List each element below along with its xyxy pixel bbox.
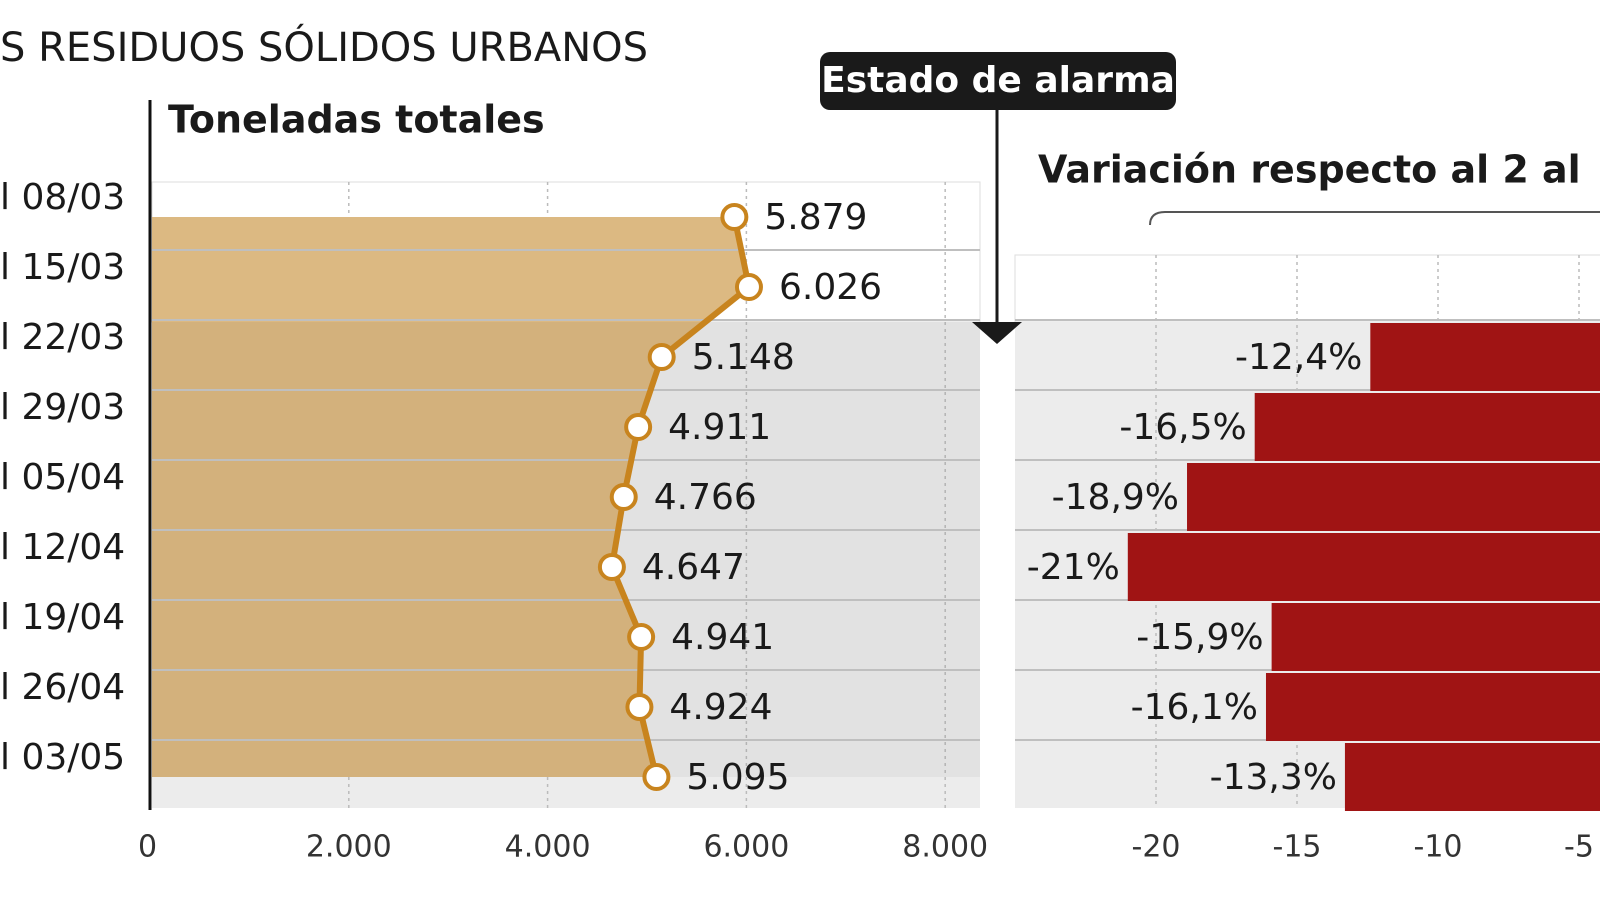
category-label: l 08/03 bbox=[0, 177, 125, 218]
subtitle: Toneladas totales bbox=[168, 98, 545, 142]
x-tick-label: -15 bbox=[1273, 830, 1322, 865]
alarm-shade bbox=[152, 322, 980, 777]
annotation: Estado de alarma bbox=[821, 60, 1175, 101]
bar bbox=[1370, 323, 1600, 391]
annotation-box bbox=[820, 52, 1176, 110]
category-label: l 05/04 bbox=[0, 457, 125, 498]
point bbox=[624, 413, 653, 441]
bar bbox=[1271, 603, 1600, 671]
value-label: -15,9% bbox=[1136, 617, 1263, 658]
category-label: l 12/04 bbox=[0, 527, 125, 568]
bar bbox=[1265, 673, 1600, 741]
annotation-head bbox=[972, 322, 1022, 344]
bar bbox=[1254, 393, 1600, 461]
point bbox=[720, 203, 749, 231]
x-tick-label: -10 bbox=[1414, 830, 1463, 865]
value-label: -13,3% bbox=[1210, 757, 1337, 798]
point bbox=[625, 693, 654, 721]
bar bbox=[1187, 463, 1600, 531]
x-tick-label: -20 bbox=[1132, 830, 1181, 865]
value-label: 4.911 bbox=[668, 407, 771, 448]
value-label: 5.879 bbox=[764, 197, 867, 238]
bar bbox=[1344, 743, 1600, 811]
value-label: 4.941 bbox=[671, 617, 774, 658]
bracket bbox=[1149, 211, 1600, 226]
category-label: l 03/05 bbox=[0, 737, 125, 778]
value-label: 6.026 bbox=[779, 267, 882, 308]
subtitle: Variación respecto al 2 al bbox=[1038, 148, 1581, 192]
point bbox=[597, 553, 626, 581]
value-label: -21% bbox=[1027, 547, 1120, 588]
value-label: 4.766 bbox=[654, 477, 757, 518]
x-tick-label: 6.000 bbox=[703, 830, 789, 865]
x-tick-label: -5 bbox=[1564, 830, 1594, 865]
value-label: 5.148 bbox=[692, 337, 795, 378]
point bbox=[642, 763, 671, 791]
value-label: 5.095 bbox=[686, 757, 789, 798]
area bbox=[152, 217, 749, 777]
category-label: l 19/04 bbox=[0, 597, 125, 638]
point bbox=[647, 343, 676, 371]
value-label: -12,4% bbox=[1235, 337, 1362, 378]
value-label: 4.924 bbox=[669, 687, 772, 728]
x-tick-label: 0 bbox=[138, 830, 157, 865]
point bbox=[734, 273, 763, 301]
point bbox=[627, 623, 656, 651]
category-label: l 15/03 bbox=[0, 247, 125, 288]
value-label: 4.647 bbox=[642, 547, 745, 588]
panel-pre bbox=[1014, 254, 1600, 323]
title: S RESIDUOS SÓLIDOS URBANOS bbox=[0, 23, 648, 71]
value-label: -16,5% bbox=[1119, 407, 1246, 448]
point bbox=[609, 483, 638, 511]
x-tick-label: 4.000 bbox=[505, 830, 591, 865]
x-tick-label: 2.000 bbox=[306, 830, 392, 865]
value-label: -18,9% bbox=[1052, 477, 1179, 518]
value-label: -16,1% bbox=[1131, 687, 1258, 728]
x-tick-label: 8.000 bbox=[902, 830, 988, 865]
bar bbox=[1127, 533, 1600, 601]
category-label: l 22/03 bbox=[0, 317, 125, 358]
category-label: l 26/04 bbox=[0, 667, 125, 708]
category-label: l 29/03 bbox=[0, 387, 125, 428]
